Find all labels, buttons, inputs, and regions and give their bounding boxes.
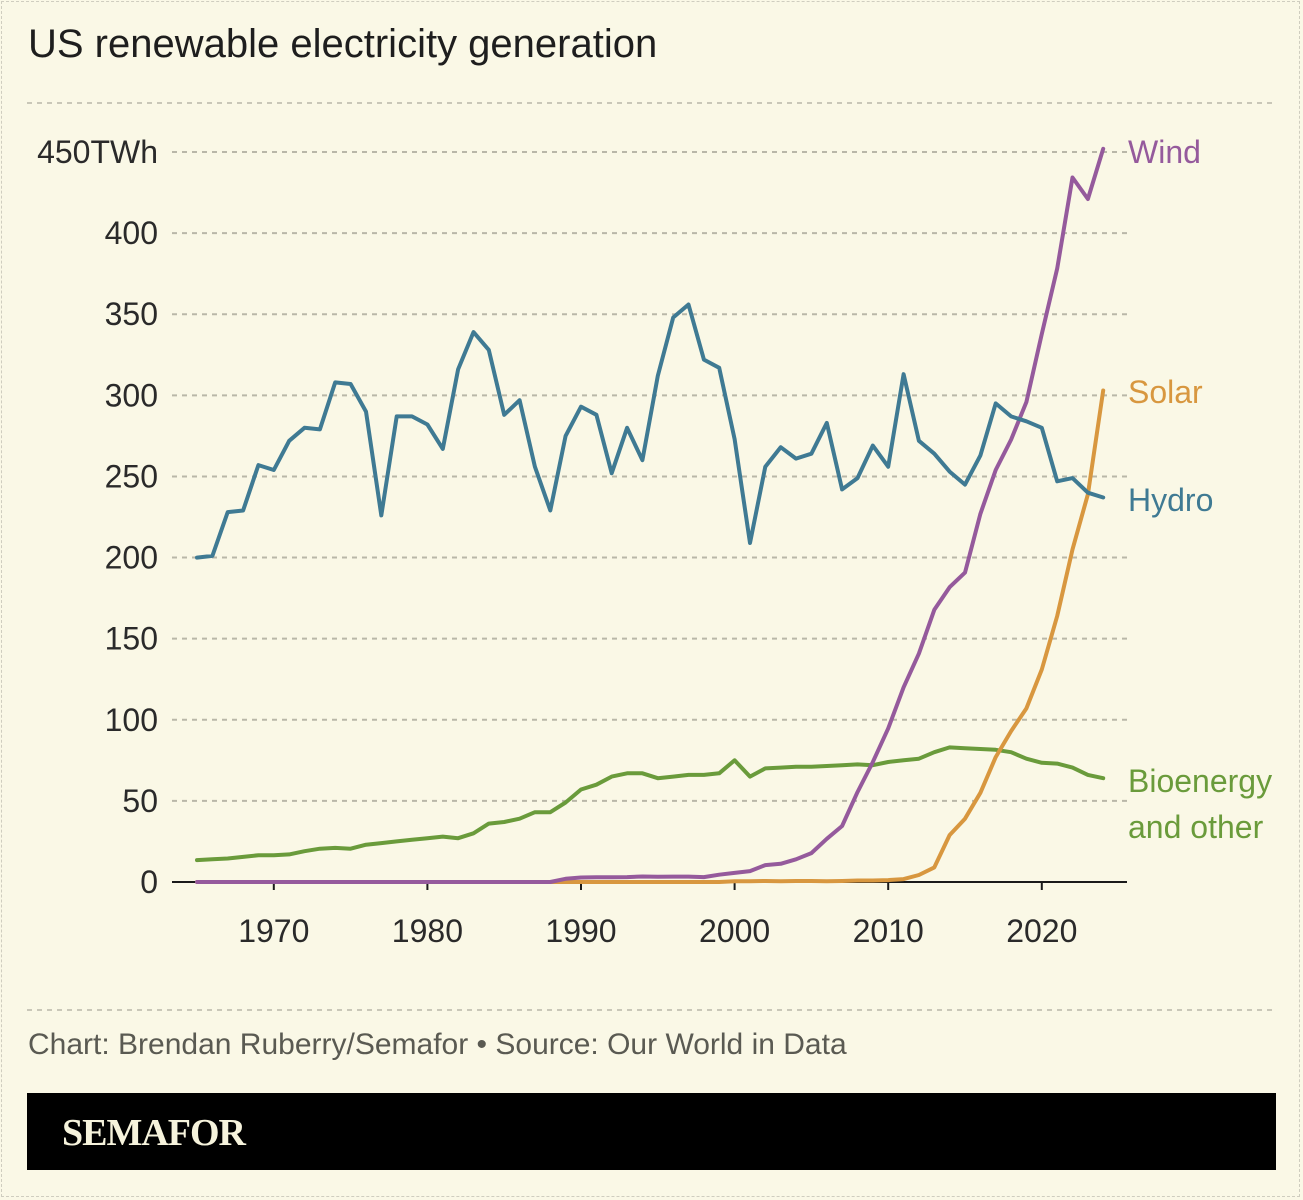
series-line-bio (195, 745, 1106, 863)
series-label-hydro: Hydro (1128, 482, 1213, 518)
x-tick-label: 1970 (238, 913, 309, 949)
y-tick-label: 200 (105, 540, 158, 576)
series-line-solar (195, 388, 1106, 884)
x-tick-label: 2000 (699, 913, 770, 949)
x-axis-ticks: 1970 1980 1990 2000 2010 2020 (238, 882, 1077, 949)
y-tick-label: 350 (105, 296, 158, 332)
gridlines (172, 151, 1127, 802)
series-lines (195, 146, 1106, 884)
x-tick-label: 1990 (545, 913, 616, 949)
y-tick-label: 450TWh (37, 134, 158, 170)
y-tick-label: 100 (105, 702, 158, 738)
y-tick-label: 250 (105, 458, 158, 494)
series-labels: Bioenergy and other Solar Wind Hydro (1128, 134, 1272, 845)
x-tick-label: 1980 (392, 913, 463, 949)
y-tick-label: 0 (140, 864, 158, 900)
y-tick-label: 400 (105, 215, 158, 251)
x-tick-label: 2020 (1006, 913, 1077, 949)
series-label-wind: Wind (1128, 134, 1201, 170)
y-axis-ticks: 0 50 100 150 200 250 300 350 400 450TWh (37, 134, 158, 900)
series-label-bio: and other (1128, 809, 1264, 845)
series-line-hydro (195, 302, 1106, 560)
series-label-solar: Solar (1128, 374, 1203, 410)
series-line-wind (195, 146, 1106, 884)
y-tick-label: 300 (105, 377, 158, 413)
semafor-logo: SEMAFOR (62, 1112, 246, 1154)
brand-bar: SEMAFOR (27, 1093, 1276, 1170)
y-tick-label: 50 (122, 783, 158, 819)
chart-credit: Chart: Brendan Ruberry/Semafor • Source:… (28, 1028, 847, 1061)
y-tick-label: 150 (105, 621, 158, 657)
x-tick-label: 2010 (853, 913, 924, 949)
chart-title: US renewable electricity generation (28, 22, 658, 66)
series-label-bio: Bioenergy (1128, 763, 1272, 799)
